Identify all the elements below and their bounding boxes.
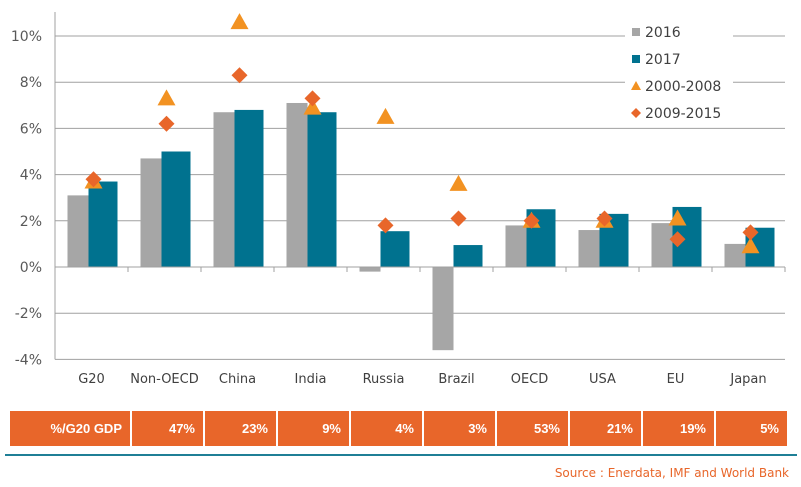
marker-2000-2008 <box>157 89 176 106</box>
y-tick-label: 8% <box>20 75 42 91</box>
legend-swatch-2000-2008 <box>631 81 641 90</box>
x-tick-label: G20 <box>78 372 105 387</box>
gdp-share-cell: 53% <box>497 411 568 446</box>
source-note: Source : Enerdata, IMF and World Bank <box>554 466 789 480</box>
marker-2009-2015 <box>450 210 467 227</box>
gdp-share-cell: 4% <box>351 411 422 446</box>
bar-2016 <box>651 223 673 267</box>
gdp-share-cell: 19% <box>643 411 714 446</box>
marker-2009-2015 <box>231 67 248 84</box>
x-tick-label: Non-OECD <box>130 372 199 387</box>
x-tick-label: USA <box>589 372 616 387</box>
bar-2016 <box>724 243 746 267</box>
legend-label: 2016 <box>645 25 681 41</box>
bar-2017 <box>307 112 337 267</box>
y-tick-label: -4% <box>15 352 42 368</box>
marker-2000-2008 <box>668 209 687 226</box>
bar-2016 <box>286 102 308 268</box>
marker-2009-2015 <box>742 224 759 241</box>
y-tick-label: 4% <box>20 168 42 184</box>
y-tick-label: 2% <box>20 214 42 230</box>
bar-2017 <box>88 181 118 267</box>
legend-label: 2000-2008 <box>645 79 721 95</box>
marker-2000-2008 <box>449 174 468 191</box>
bar-2017 <box>453 245 483 267</box>
gdp-share-cell: 3% <box>424 411 495 446</box>
gdp-share-label: %/G20 GDP <box>10 411 130 446</box>
legend-label: 2017 <box>645 52 681 68</box>
x-tick-label: OECD <box>511 372 549 387</box>
gdp-share-cell: 9% <box>278 411 349 446</box>
bar-2016 <box>213 112 235 267</box>
y-tick-label: 6% <box>20 121 42 137</box>
y-tick-label: -2% <box>15 306 42 322</box>
gdp-share-cell: 47% <box>132 411 203 446</box>
legend-swatch-2017 <box>632 55 640 63</box>
marker-2009-2015 <box>377 217 394 234</box>
bar-2016 <box>67 195 89 267</box>
bar-2017 <box>380 231 410 267</box>
marker-2000-2008 <box>230 13 249 30</box>
marker-2000-2008 <box>303 98 322 115</box>
marker-2000-2008 <box>376 107 395 124</box>
legend-swatch-2009-2015 <box>631 108 641 118</box>
marker-2009-2015 <box>85 171 102 188</box>
y-tick-label: 0% <box>20 260 42 276</box>
bar-2017 <box>161 151 191 267</box>
gdp-share-cell: 5% <box>716 411 787 446</box>
legend-background <box>625 18 733 118</box>
x-tick-label: Brazil <box>438 372 474 387</box>
bar-2017 <box>234 109 264 267</box>
gdp-share-cell: 23% <box>205 411 276 446</box>
bar-2016 <box>140 158 162 267</box>
marker-2009-2015 <box>596 210 613 227</box>
legend-swatch-2016 <box>632 28 640 36</box>
y-tick-label: 10% <box>11 29 42 45</box>
x-tick-label: EU <box>667 372 685 387</box>
marker-2009-2015 <box>158 115 175 132</box>
legend: 2016 2017 2000-2008 2009-2015 <box>625 18 733 122</box>
x-tick-label: Russia <box>363 372 405 387</box>
marker-2009-2015 <box>304 90 321 107</box>
x-tick-label: India <box>295 372 327 387</box>
legend-label: 2009-2015 <box>645 106 721 122</box>
bar-2016 <box>359 267 381 272</box>
marker-2009-2015 <box>669 231 686 248</box>
x-tick-label: Japan <box>729 372 766 387</box>
divider <box>5 454 797 456</box>
marker-2009-2015 <box>523 212 540 229</box>
bar-2016 <box>505 225 527 267</box>
gdp-share-table: %/G20 GDP 47% 23% 9% 4% 3% 53% 21% 19% 5% <box>10 411 787 446</box>
marker-2000-2008 <box>741 237 760 254</box>
bar-2016 <box>578 230 600 267</box>
growth-chart: -4% -2% 0% 2% 4% 6% 8% 10% G20 Non-OECD China India… <box>11 12 786 387</box>
x-tick-label: China <box>219 372 256 387</box>
gdp-share-cell: 21% <box>570 411 641 446</box>
bar-2016 <box>432 267 454 351</box>
